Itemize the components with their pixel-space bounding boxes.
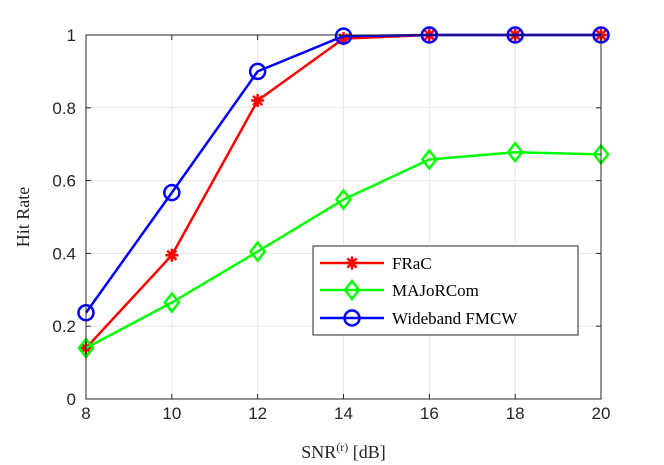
legend-label: FRaC (392, 254, 432, 273)
y-tick-label: 0.2 (52, 317, 76, 336)
x-tick-label: 14 (334, 404, 353, 423)
data-point-circle (248, 62, 267, 81)
y-tick-label: 0.8 (52, 99, 76, 118)
legend-label: MAJoRCom (392, 281, 479, 300)
y-tick-label: 0.4 (52, 244, 76, 263)
data-point-diamond (506, 141, 524, 164)
data-point-asterisk (251, 94, 265, 108)
x-tick-label: 8 (81, 404, 90, 423)
x-axis-label-unit: [dB] (348, 442, 386, 462)
data-point-diamond (334, 188, 353, 211)
x-tick-label: 12 (248, 404, 267, 423)
series-majorcom (77, 141, 610, 360)
data-point-diamond (163, 291, 181, 314)
legend-entries: FRaC MAJoRCom Wideband FMCW (320, 254, 518, 328)
legend-label: Wideband FMCW (392, 309, 518, 328)
data-point-diamond (249, 240, 267, 263)
data-point-diamond (420, 148, 438, 171)
data-point-circle (334, 27, 353, 45)
x-tick-label: 20 (592, 404, 611, 423)
series-line (85, 150, 602, 350)
legend-item: FRaC (320, 254, 432, 273)
legend-item: Wideband FMCW (320, 309, 518, 328)
data-point-circle (163, 183, 181, 202)
legend-marker (345, 256, 359, 270)
x-axis-label-superscript: (r) (336, 440, 348, 454)
axis-ticks: 8 10 12 14 16 18 20 0 0.2 0.4 0.6 0.8 1 (52, 26, 610, 423)
x-tick-label: 18 (506, 404, 525, 423)
legend-marker (343, 309, 361, 327)
y-tick-label: 0.6 (52, 172, 76, 191)
y-axis-title: Hit Rate (13, 187, 33, 248)
y-tick-label: 1 (67, 26, 76, 45)
x-axis-title: SNR(r) [dB] (301, 440, 386, 462)
data-point-asterisk (165, 248, 179, 262)
legend-marker (343, 278, 361, 302)
x-axis-label: SNR (301, 442, 336, 462)
y-tick-label: 0 (67, 390, 76, 409)
x-tick-label: 10 (162, 404, 181, 423)
x-tick-label: 16 (420, 404, 439, 423)
legend: FRaC MAJoRCom Wideband FMCW (312, 245, 579, 336)
legend-item: MAJoRCom (320, 278, 479, 302)
